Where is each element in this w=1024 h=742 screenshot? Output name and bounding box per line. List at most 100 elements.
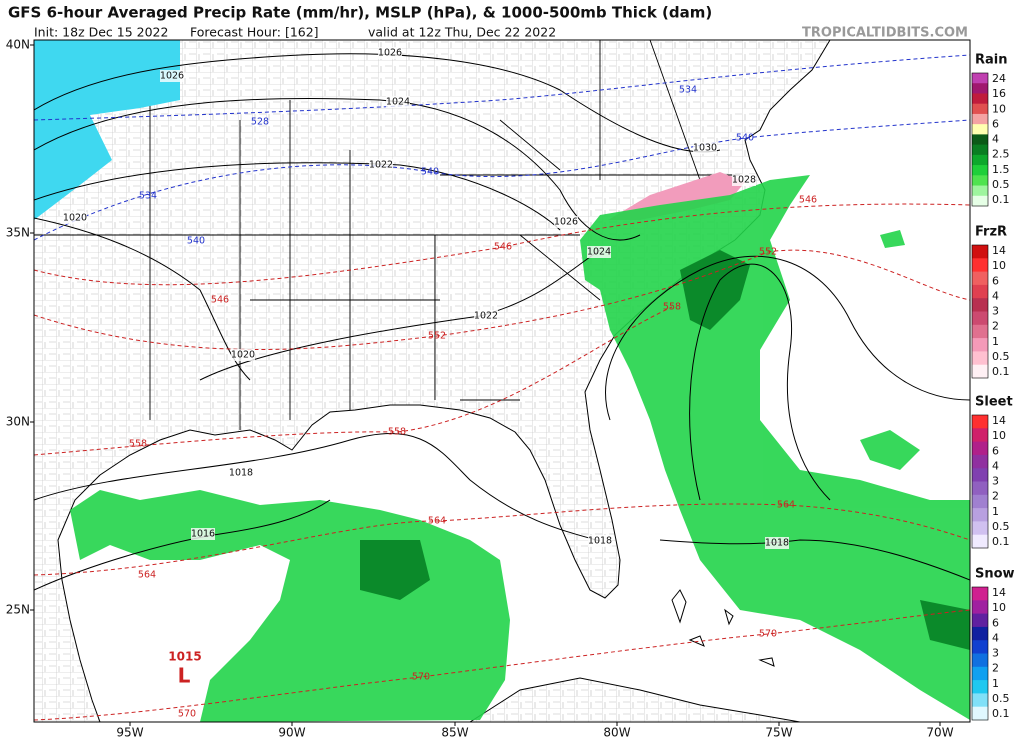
isobar-label-bg	[588, 535, 612, 547]
legend-swatch	[972, 83, 988, 94]
legend-label: 6	[992, 117, 999, 130]
legend-title: FrzR	[975, 225, 1007, 240]
lon-label: 80W	[603, 726, 630, 740]
legend-label: 1	[992, 677, 999, 690]
thickness-label: 534	[679, 85, 697, 96]
thickness-label: 558	[129, 439, 147, 450]
isobar-label-bg	[160, 70, 184, 82]
legend-swatch	[972, 587, 988, 601]
legend-swatch	[972, 165, 988, 176]
isobar-label-bg	[63, 212, 87, 224]
legend-label: 4	[992, 631, 999, 644]
legend-label: 24	[992, 72, 1006, 85]
legend-swatch	[972, 693, 988, 708]
isobar-label-bg	[191, 528, 215, 540]
legend-swatch	[972, 653, 988, 668]
isobar-label: 1026	[378, 48, 402, 59]
isobar-label-bg	[587, 246, 611, 258]
legend-swatch	[972, 175, 988, 187]
lat-label: 30N	[6, 415, 30, 429]
legend-swatch	[972, 271, 988, 286]
legend-label: 0.5	[992, 178, 1010, 191]
legend-label: 4	[992, 459, 999, 472]
thickness-label: 558	[663, 302, 681, 313]
legend-swatch	[972, 680, 988, 694]
legend-title: Snow	[975, 567, 1015, 582]
thickness-label: 564	[777, 500, 795, 511]
low-symbol: L	[178, 664, 191, 688]
isobar-label-bg	[378, 47, 402, 59]
isobar-label: 1026	[554, 217, 578, 228]
thickness-label: 558	[388, 427, 406, 438]
isobar-label-bg	[554, 216, 578, 228]
legend-label: 3	[992, 647, 999, 660]
legend-label: 10	[992, 429, 1006, 442]
legend-label: 2.5	[992, 148, 1010, 161]
lat-label: 35N	[6, 226, 30, 240]
isobar-label: 1030	[693, 143, 717, 154]
legend-swatch	[972, 258, 988, 273]
isobars	[34, 53, 970, 591]
legend-label: 2	[992, 662, 999, 675]
legend-label: 0.1	[992, 707, 1010, 720]
legend-swatch	[972, 113, 988, 125]
legend-swatch	[972, 134, 988, 146]
legend-label: 2	[992, 490, 999, 503]
legend-label: 0.1	[992, 365, 1010, 378]
lon-label: 95W	[116, 726, 143, 740]
state-lines	[34, 40, 740, 430]
thickness-label: 534	[139, 191, 157, 202]
isobar-label-bg	[386, 96, 410, 108]
legend-label: 16	[992, 87, 1006, 100]
legend-swatch	[972, 454, 988, 469]
isobar-label-bg	[732, 174, 756, 186]
legend-swatch	[972, 154, 988, 166]
legend-swatch	[972, 494, 988, 509]
legend-swatch	[972, 311, 988, 326]
isobar-label: 1028	[732, 175, 756, 186]
subtitle-valid: valid at 12z Thu, Dec 22 2022	[368, 25, 556, 40]
legend-swatch	[972, 481, 988, 496]
lon-label: 85W	[441, 726, 468, 740]
legend-swatch	[972, 364, 988, 379]
isobar-label-bg	[229, 467, 253, 479]
thickness-label: 546	[799, 195, 817, 206]
legend-label: 1	[992, 335, 999, 348]
thickness-label: 540	[187, 236, 205, 247]
legend-label: 0.1	[992, 193, 1010, 206]
isobar-label-bg	[474, 310, 498, 322]
legend-label: 1	[992, 505, 999, 518]
legend-swatch	[972, 441, 988, 456]
snow-area	[34, 40, 180, 220]
legend-label: 14	[992, 414, 1006, 427]
legend-label: 10	[992, 102, 1006, 115]
legend-title: Rain	[975, 53, 1008, 68]
legend-swatch	[972, 521, 988, 536]
legend-label: 1.5	[992, 163, 1010, 176]
legend-swatch	[972, 73, 988, 84]
thickness-label: 570	[759, 629, 777, 640]
legend-bar	[971, 414, 989, 549]
thickness-label: 564	[428, 516, 446, 527]
isobar-label: 1018	[229, 468, 253, 479]
legend-bar	[971, 586, 989, 721]
thickness-label: 546	[211, 295, 229, 306]
thickness-label: 570	[178, 709, 196, 720]
legend-label: 0.1	[992, 535, 1010, 548]
isobar-label-bg	[693, 142, 717, 154]
legend-swatch	[972, 428, 988, 443]
legend-label: 0.5	[992, 520, 1010, 533]
legend-swatch	[972, 93, 988, 105]
lat-label: 25N	[6, 603, 30, 617]
thickness-label: 570	[412, 672, 430, 683]
legend-swatch	[972, 338, 988, 352]
isobar-label: 1018	[588, 536, 612, 547]
title: GFS 6-hour Averaged Precip Rate (mm/hr),…	[8, 4, 712, 22]
legend-swatch	[972, 324, 988, 339]
thickness-label: 540	[421, 167, 439, 178]
thickness-label: 540	[736, 133, 754, 144]
legend-label: 10	[992, 259, 1006, 272]
isobar-label: 1016	[191, 529, 215, 540]
thickness-label: 552	[428, 331, 446, 342]
